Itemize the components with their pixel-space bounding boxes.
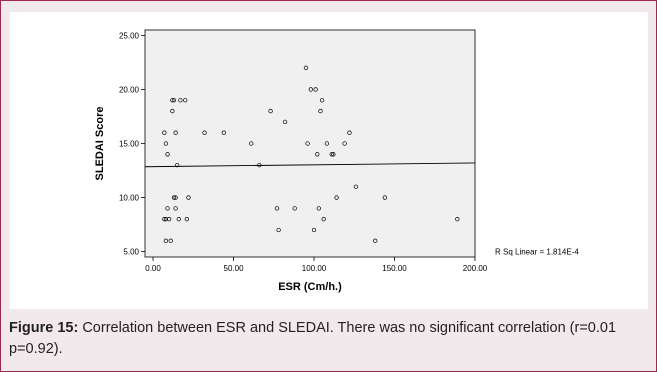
y-axis-title: SLEDAI Score	[94, 107, 106, 181]
figure-caption: Figure 15: Correlation between ESR and S…	[9, 318, 647, 360]
data-point	[324, 141, 330, 146]
data-point	[257, 162, 262, 168]
r-squared-annotation: R Sq Linear = 1.814E-4	[495, 248, 579, 257]
data-point	[329, 152, 334, 157]
data-point	[331, 152, 336, 157]
y-tick-label: 5.00	[123, 248, 139, 257]
data-point	[316, 206, 322, 211]
data-point	[178, 98, 183, 103]
y-tick-label: 25.00	[119, 31, 140, 40]
data-point	[321, 217, 326, 222]
x-tick-label: 150.00	[382, 264, 407, 273]
data-point	[165, 152, 170, 157]
y-tick-label: 20.00	[119, 85, 140, 94]
data-point	[382, 195, 388, 200]
data-point	[305, 141, 310, 146]
data-point	[170, 98, 175, 103]
data-point	[303, 65, 309, 70]
fit-line	[144, 162, 476, 168]
data-point	[162, 217, 167, 222]
data-point	[202, 130, 207, 135]
data-point	[268, 108, 273, 114]
data-point	[249, 141, 254, 146]
data-point	[171, 98, 177, 103]
data-point	[311, 227, 317, 233]
data-point	[171, 195, 177, 200]
data-point	[184, 217, 190, 222]
data-point	[347, 130, 352, 135]
data-point	[373, 238, 378, 243]
data-point	[319, 98, 325, 103]
x-tick-label: 0.00	[145, 264, 161, 273]
caption-label: Figure 15:	[9, 320, 79, 336]
data-point	[276, 227, 281, 233]
data-point	[173, 195, 178, 200]
x-axis-title: ESR (Cm/h.)	[278, 281, 342, 293]
data-point	[353, 184, 359, 189]
data-point	[334, 195, 339, 200]
data-point	[173, 130, 178, 135]
scatter-chart: 25.00 20.00 15.00 10.00 5.00 0.00 50.00 100.00 1…	[94, 29, 579, 293]
data-point	[282, 119, 288, 125]
data-point	[292, 206, 297, 211]
data-point	[176, 217, 181, 222]
data-point	[163, 217, 169, 222]
plot-area	[144, 29, 476, 258]
y-tick-label: 15.00	[119, 140, 140, 149]
data-point	[170, 108, 175, 114]
x-tick-label: 200.00	[463, 264, 488, 273]
data-point	[163, 238, 169, 243]
data-point	[308, 87, 313, 92]
data-point	[318, 108, 323, 114]
caption-text: Correlation between ESR and SLEDAI. Ther…	[9, 320, 617, 357]
data-point	[173, 206, 178, 211]
data-point	[274, 206, 280, 211]
data-point	[163, 141, 169, 146]
data-point	[221, 130, 227, 135]
x-tick-label: 50.00	[224, 264, 245, 273]
data-point	[165, 206, 170, 211]
y-tick-label: 10.00	[119, 194, 140, 203]
data-point	[183, 98, 188, 103]
data-point	[166, 217, 172, 222]
data-point	[315, 152, 320, 157]
data-point	[455, 217, 460, 222]
data-point	[175, 162, 180, 168]
x-tick-label: 100.00	[302, 264, 327, 273]
data-point	[168, 238, 173, 243]
data-point	[186, 195, 191, 200]
data-point	[313, 87, 318, 92]
data-point	[162, 130, 167, 135]
data-point	[342, 141, 347, 146]
